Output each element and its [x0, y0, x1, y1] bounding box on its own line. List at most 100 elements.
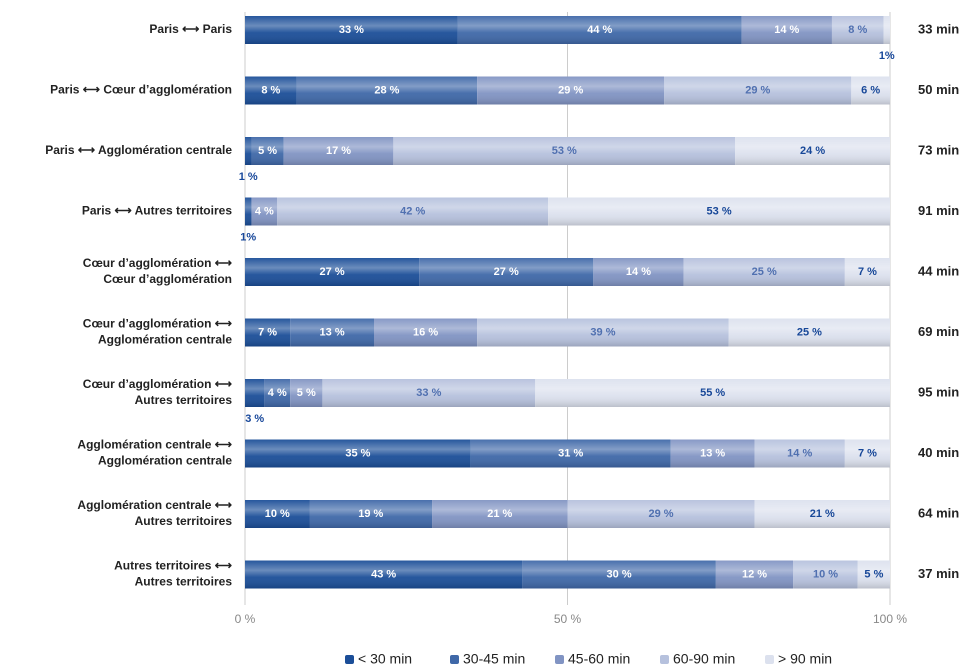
- value-label: 5 %: [297, 387, 316, 399]
- total-label: 40 min: [918, 445, 959, 460]
- legend-label: 30-45 min: [463, 651, 525, 666]
- bar-shine: [432, 500, 568, 528]
- value-label: 10 %: [265, 508, 290, 520]
- legend-label: 45-60 min: [568, 651, 630, 666]
- total-label: 50 min: [918, 82, 959, 97]
- value-label: 25 %: [752, 266, 777, 278]
- bar-shine: [251, 197, 278, 226]
- legend-swatch: [345, 655, 354, 664]
- value-label: 29 %: [745, 84, 770, 96]
- value-label: 24 %: [800, 145, 825, 157]
- value-label: 17 %: [326, 145, 351, 157]
- legend-swatch: [660, 655, 669, 664]
- legend-label: 60-90 min: [673, 651, 735, 666]
- total-label: 69 min: [918, 324, 959, 339]
- bar-shine: [309, 500, 433, 528]
- category-label: Paris ⟷ Autres territoires: [82, 204, 232, 218]
- value-label: 29 %: [648, 508, 673, 520]
- bar-shine: [593, 258, 684, 286]
- value-label: 53 %: [707, 205, 732, 217]
- bar-shine: [283, 137, 394, 165]
- category-label: Autres territoires: [135, 393, 233, 407]
- value-label: 4 %: [268, 387, 287, 399]
- value-label: 44 %: [587, 24, 612, 36]
- bar-shine: [245, 76, 297, 105]
- value-label: 39 %: [590, 326, 615, 338]
- bar-shine: [296, 76, 478, 105]
- value-label: 13 %: [700, 447, 725, 459]
- value-label: 42 %: [400, 205, 425, 217]
- value-label: 1%: [240, 231, 256, 243]
- value-label: 27 %: [320, 266, 345, 278]
- bar-shine: [548, 197, 890, 226]
- bar-shine: [374, 318, 478, 347]
- bar-shine: [754, 500, 890, 528]
- value-label: 33 %: [339, 24, 364, 36]
- category-label: Cœur d’agglomération: [103, 272, 232, 286]
- bar-shine: [670, 439, 755, 468]
- value-label: 14 %: [626, 266, 651, 278]
- bar-shine: [290, 318, 374, 347]
- bar-shine: [245, 16, 458, 44]
- category-label: Paris ⟷ Agglomération centrale: [45, 143, 232, 157]
- category-label: Cœur d’agglomération ⟷: [83, 256, 232, 270]
- bar-shine: [522, 560, 716, 589]
- bar-shine: [245, 500, 310, 528]
- bar-shine: [245, 137, 252, 165]
- bar-shine: [393, 137, 736, 165]
- value-label: 6 %: [861, 84, 880, 96]
- bar-shine: [793, 560, 858, 589]
- value-label: 13 %: [320, 326, 345, 338]
- value-label: 10 %: [813, 568, 838, 580]
- value-label: 53 %: [552, 145, 577, 157]
- value-label: 4 %: [255, 205, 274, 217]
- bar-shine: [477, 318, 729, 347]
- bar-shine: [715, 560, 794, 589]
- value-label: 5 %: [864, 568, 883, 580]
- value-label: 28 %: [374, 84, 399, 96]
- value-label: 8 %: [848, 24, 867, 36]
- bar-shine: [470, 439, 671, 468]
- bar-shine: [728, 318, 890, 347]
- value-label: 43 %: [371, 568, 396, 580]
- bar-shine: [457, 16, 742, 44]
- bar-shine: [535, 379, 890, 407]
- value-label: 7 %: [858, 447, 877, 459]
- value-label: 21 %: [810, 508, 835, 520]
- legend-label: > 90 min: [778, 651, 832, 666]
- category-label: Autres territoires: [135, 575, 233, 589]
- x-tick-label: 100 %: [873, 612, 907, 626]
- x-tick-label: 0 %: [235, 612, 256, 626]
- bar-shine: [245, 258, 420, 286]
- category-label: Agglomération centrale: [98, 454, 232, 468]
- value-label: 5 %: [258, 145, 277, 157]
- bar-shine: [883, 16, 890, 44]
- x-tick-label: 50 %: [554, 612, 582, 626]
- bar-shine: [277, 197, 549, 226]
- legend-swatch: [450, 655, 459, 664]
- value-label: 16 %: [413, 326, 438, 338]
- value-label: 29 %: [558, 84, 583, 96]
- bar-shine: [851, 76, 890, 105]
- value-label: 14 %: [774, 24, 799, 36]
- bar-shine: [741, 16, 832, 44]
- bar-shine: [844, 439, 890, 468]
- value-label: 31 %: [558, 447, 583, 459]
- value-label: 7 %: [258, 326, 277, 338]
- total-label: 73 min: [918, 142, 959, 157]
- category-label: Paris ⟷ Paris: [149, 22, 232, 36]
- category-label: Agglomération centrale: [98, 333, 232, 347]
- value-label: 21 %: [487, 508, 512, 520]
- bar-shine: [322, 379, 536, 407]
- bar-shine: [567, 500, 755, 528]
- total-label: 64 min: [918, 505, 959, 520]
- legend-swatch: [555, 655, 564, 664]
- category-label: Cœur d’agglomération ⟷: [83, 317, 232, 331]
- bar-shine: [831, 16, 884, 44]
- bar-shine: [245, 318, 291, 347]
- value-label: 33 %: [416, 387, 441, 399]
- value-label: 35 %: [345, 447, 370, 459]
- bar-shine: [754, 439, 845, 468]
- total-label: 44 min: [918, 263, 959, 278]
